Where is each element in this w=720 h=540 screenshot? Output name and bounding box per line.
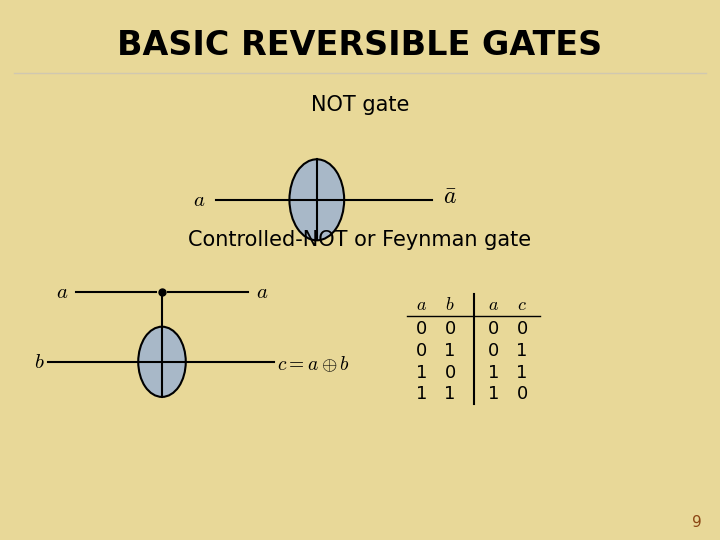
Text: 0: 0 — [516, 320, 528, 339]
Text: 0: 0 — [415, 320, 427, 339]
Text: 1: 1 — [487, 363, 499, 382]
Ellipse shape — [138, 327, 186, 397]
Text: 0: 0 — [415, 342, 427, 360]
Text: 1: 1 — [516, 342, 528, 360]
Text: $\bar{a}$: $\bar{a}$ — [443, 185, 456, 209]
Text: 1: 1 — [415, 363, 427, 382]
Text: 1: 1 — [444, 342, 456, 360]
Text: 1: 1 — [487, 385, 499, 403]
Text: 0: 0 — [487, 320, 499, 339]
Text: $a$: $a$ — [415, 296, 427, 314]
Text: NOT gate: NOT gate — [311, 95, 409, 116]
Text: 1: 1 — [516, 363, 528, 382]
Text: 0: 0 — [487, 342, 499, 360]
Text: 1: 1 — [444, 385, 456, 403]
Text: $a$: $a$ — [487, 296, 499, 314]
Text: $c$: $c$ — [517, 296, 527, 314]
Text: 0: 0 — [444, 320, 456, 339]
Text: BASIC REVERSIBLE GATES: BASIC REVERSIBLE GATES — [117, 29, 603, 63]
Text: $a$: $a$ — [56, 281, 68, 302]
Text: $c = a \oplus b$: $c = a \oplus b$ — [277, 355, 350, 374]
Text: 1: 1 — [415, 385, 427, 403]
Ellipse shape — [289, 159, 344, 240]
Text: $a$: $a$ — [256, 281, 268, 302]
Text: 0: 0 — [516, 385, 528, 403]
Text: Controlled-NOT or Feynman gate: Controlled-NOT or Feynman gate — [189, 230, 531, 251]
Text: 9: 9 — [692, 515, 702, 530]
Text: 0: 0 — [444, 363, 456, 382]
Text: $b$: $b$ — [34, 352, 45, 372]
Text: $b$: $b$ — [445, 296, 455, 314]
Text: $a$: $a$ — [193, 190, 205, 210]
